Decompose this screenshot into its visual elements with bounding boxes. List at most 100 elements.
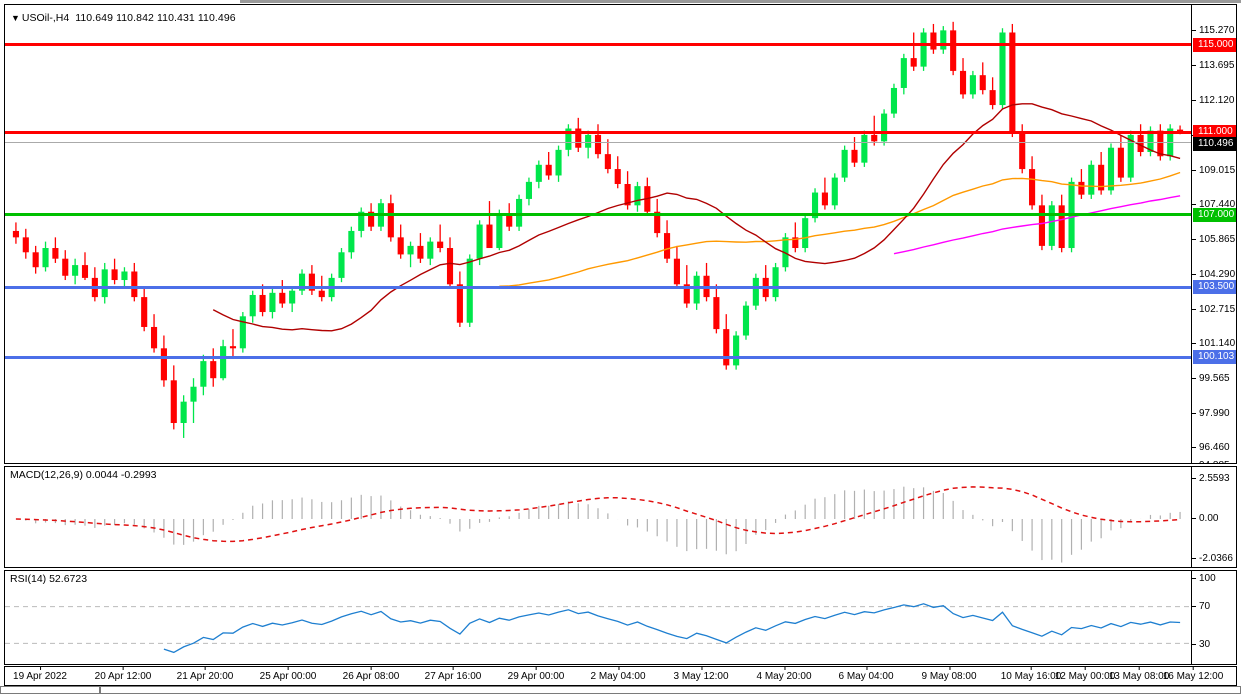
time-tick: 29 Apr 00:00 xyxy=(507,666,565,682)
level-100-1-line[interactable] xyxy=(5,356,1236,359)
rsi-label[interactable]: RSI(14) 52.6723 xyxy=(10,573,88,585)
candle xyxy=(575,117,582,152)
time-tick-mark xyxy=(40,666,41,670)
candle xyxy=(871,115,878,146)
time-tick-label: 6 May 04:00 xyxy=(838,671,894,682)
price-tick: 104.290 xyxy=(1192,270,1235,280)
tick-dash xyxy=(1192,606,1196,607)
candle xyxy=(12,222,19,244)
macd-tick-label: 2.5593 xyxy=(1199,473,1230,484)
candle xyxy=(772,262,779,302)
scroll-left-box[interactable] xyxy=(0,686,100,694)
candle xyxy=(348,226,355,259)
price-tick-label: 97.990 xyxy=(1199,408,1230,419)
candle xyxy=(368,203,375,231)
candle xyxy=(1127,130,1134,182)
price-tick: 99.565 xyxy=(1192,374,1230,384)
candle xyxy=(555,145,562,182)
candle xyxy=(200,354,207,396)
level-current-line[interactable] xyxy=(5,142,1236,143)
macd-panel[interactable]: 2.5593 0.00 -2.0366 MACD(12,26,9) 0.0044 -… xyxy=(4,466,1237,568)
window-top-bar xyxy=(240,0,1241,3)
tick-dash xyxy=(1192,274,1196,275)
rsi-tick-label: 70 xyxy=(1199,601,1211,612)
level-103-5-line[interactable] xyxy=(5,286,1236,289)
time-tick: 12 May 00:00 xyxy=(1054,666,1116,682)
price-chart-panel[interactable]: 115.270113.695112.120110.590109.015107.4… xyxy=(4,4,1237,464)
time-tick: 3 May 12:00 xyxy=(673,666,729,682)
current-price-tag[interactable]: 110.496 xyxy=(1193,137,1236,151)
candle xyxy=(476,220,483,266)
rsi-plot-area[interactable] xyxy=(5,571,1236,664)
time-tick-mark xyxy=(1192,666,1194,670)
candle xyxy=(979,62,986,95)
time-tick: 16 May 12:00 xyxy=(1163,666,1223,682)
tick-dash xyxy=(1192,239,1196,240)
tick-dash xyxy=(1192,343,1196,344)
candle xyxy=(1088,160,1095,199)
candle xyxy=(1038,194,1046,251)
price-tick-label: 113.695 xyxy=(1199,60,1235,71)
bottom-scroll-strip[interactable] xyxy=(0,686,1241,694)
resistance-115-tag[interactable]: 115.000 xyxy=(1193,38,1236,52)
tick-dash xyxy=(1192,644,1196,645)
candle xyxy=(141,288,148,332)
price-tick: 107.440 xyxy=(1192,200,1235,210)
candle xyxy=(861,130,868,167)
candle xyxy=(890,83,898,118)
time-tick: 21 Apr 20:00 xyxy=(177,666,233,682)
candle xyxy=(249,290,256,323)
candle xyxy=(259,284,266,317)
time-tick-label: 29 Apr 00:00 xyxy=(507,671,565,682)
candle xyxy=(101,262,108,304)
rsi-panel[interactable]: 10070300 RSI(14) 52.6723 xyxy=(4,570,1237,665)
macd-tick: 2.5593 xyxy=(1192,474,1230,484)
time-tick-label: 25 Apr 00:00 xyxy=(259,671,317,682)
candle xyxy=(654,198,661,238)
candle xyxy=(417,233,424,263)
price-tick: 105.865 xyxy=(1192,235,1235,245)
candle xyxy=(456,271,463,327)
time-axis[interactable]: 19 Apr 2022 20 Apr 12:00 21 Apr 20:00 25 Ap… xyxy=(4,666,1237,686)
time-tick: 4 May 20:00 xyxy=(756,666,812,682)
resistance-111-tag[interactable]: 111.000 xyxy=(1193,125,1236,139)
candle xyxy=(466,254,473,327)
tick-dash xyxy=(1192,65,1196,66)
horizontal-scrollbar[interactable] xyxy=(100,686,1241,694)
time-tick-label: 26 Apr 08:00 xyxy=(342,671,400,682)
macd-plot-area[interactable] xyxy=(5,467,1236,567)
support-103-tag[interactable]: 103.500 xyxy=(1193,280,1236,294)
candle xyxy=(594,124,602,159)
level-115-line[interactable] xyxy=(5,43,1236,46)
tick-dash xyxy=(1192,413,1196,414)
candle xyxy=(959,58,967,99)
level-111-line[interactable] xyxy=(5,131,1236,134)
candle xyxy=(950,21,957,76)
collapse-caret-icon[interactable]: ▼ xyxy=(11,13,20,23)
tick-dash xyxy=(1192,518,1196,519)
symbol-ohlc: 110.649 110.842 110.431 110.496 xyxy=(75,12,236,24)
time-tick-mark xyxy=(1138,666,1140,670)
price-axis[interactable]: 115.270113.695112.120110.590109.015107.4… xyxy=(1191,5,1236,463)
candle xyxy=(881,109,888,146)
tick-dash xyxy=(1192,30,1196,31)
support-100-tag[interactable]: 100.103 xyxy=(1193,350,1236,364)
time-tick: 9 May 08:00 xyxy=(921,666,977,682)
symbol-header[interactable]: ▼ USOil-,H4 110.649 110.842 110.431 110.49… xyxy=(11,13,236,24)
price-tick-label: 102.715 xyxy=(1199,304,1236,315)
macd-label[interactable]: MACD(12,26,9) 0.0044 -0.2993 xyxy=(10,469,157,481)
price-tick: 113.695 xyxy=(1192,61,1234,71)
candle xyxy=(91,267,98,302)
time-tick-mark xyxy=(1084,666,1086,670)
time-tick-mark xyxy=(783,666,785,670)
time-tick-label: 12 May 00:00 xyxy=(1054,671,1116,682)
candle xyxy=(525,177,532,206)
price-plot-area[interactable] xyxy=(5,5,1236,463)
level-107-line[interactable] xyxy=(5,213,1236,216)
time-tick-mark xyxy=(371,666,372,670)
candle xyxy=(999,28,1006,110)
candle xyxy=(516,194,523,231)
tick-dash xyxy=(1192,309,1196,310)
support-107-tag[interactable]: 107.000 xyxy=(1193,208,1236,222)
macd-tick: 0.00 xyxy=(1192,514,1218,524)
